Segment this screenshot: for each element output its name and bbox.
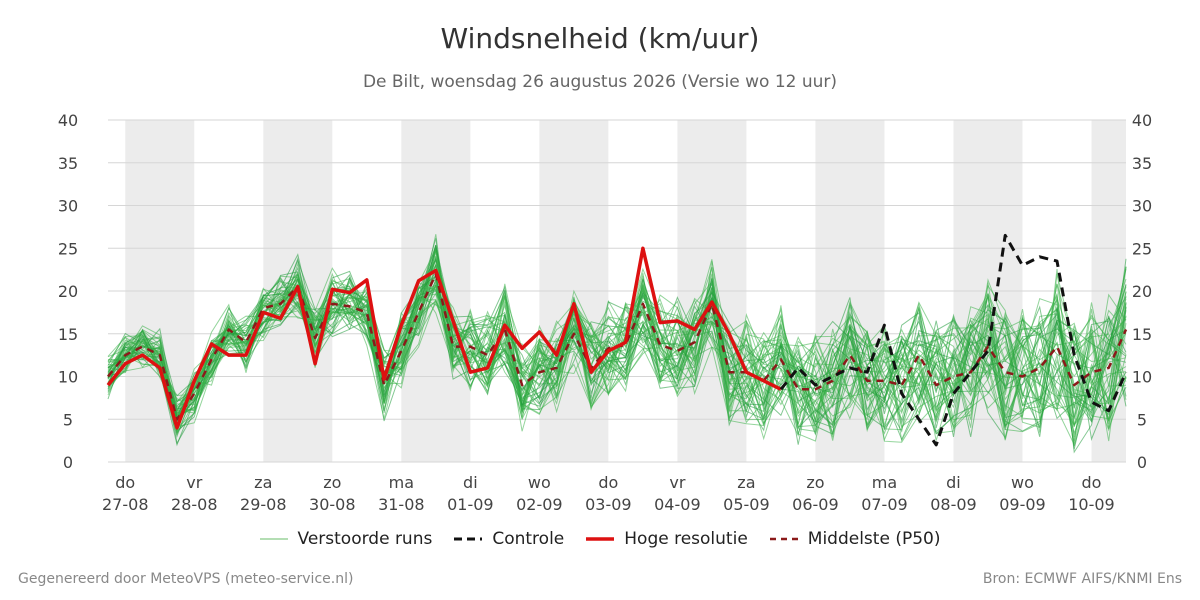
legend-item-perturbed-runs: Verstoorde runs <box>259 529 433 549</box>
legend-label-perturbed-runs: Verstoorde runs <box>297 529 433 549</box>
x-tick-day-09-09: wo <box>1011 473 1034 492</box>
x-tick-day-05-09: za <box>737 473 755 492</box>
x-tick-day-28-08: vr <box>186 473 202 492</box>
y-tick-label-left: 10 <box>58 368 78 387</box>
y-tick-label-left: 15 <box>58 325 78 344</box>
y-tick-label-left: 25 <box>58 239 78 258</box>
perturbed-run-line <box>107 281 1127 440</box>
x-tick-date-02-09: 02-09 <box>516 495 563 514</box>
y-tick-label-left: 35 <box>58 154 78 173</box>
perturbed-run-line <box>107 282 1127 436</box>
chart-subtitle: De Bilt, woensdag 26 augustus 2026 (Vers… <box>362 72 838 92</box>
x-tick-day-04-09: vr <box>669 473 685 492</box>
x-tick-date-08-09: 08-09 <box>930 495 977 514</box>
legend-swatch-perturbed-runs <box>259 538 288 540</box>
x-tick-date-01-09: 01-09 <box>447 495 494 514</box>
chart-title: Windsnelheid (km/uur) <box>440 22 760 55</box>
legend-label-high-resolution: Hoge resolutie <box>624 529 748 549</box>
y-tick-label-right: 0 <box>1137 453 1147 472</box>
legend-swatch-median <box>769 537 798 541</box>
y-tick-label-left: 30 <box>58 197 78 216</box>
perturbed-run-line <box>107 275 1127 434</box>
x-tick-date-07-09: 07-09 <box>861 495 908 514</box>
y-tick-label-left: 0 <box>63 453 73 472</box>
x-tick-day-07-09: ma <box>872 473 897 492</box>
footer-source: Bron: ECMWF AIFS/KNMI Ens <box>982 571 1182 587</box>
y-tick-label-right: 35 <box>1132 154 1152 173</box>
x-tick-date-10-09: 10-09 <box>1068 495 1115 514</box>
perturbed-run-line <box>107 283 1127 427</box>
x-tick-date-04-09: 04-09 <box>654 495 701 514</box>
footer-generator: Gegenereerd door MeteoVPS (meteo-service… <box>18 571 354 587</box>
y-tick-label-left: 5 <box>63 410 73 429</box>
legend-swatch-high-resolution <box>586 537 615 541</box>
x-tick-day-10-09: do <box>1082 473 1102 492</box>
perturbed-run-line <box>107 262 1127 419</box>
y-tick-label-right: 40 <box>1132 111 1152 130</box>
y-tick-label-right: 10 <box>1132 368 1152 387</box>
legend-label-control: Controle <box>492 529 565 549</box>
x-tick-date-29-08: 29-08 <box>240 495 287 514</box>
x-tick-day-06-09: zo <box>806 473 824 492</box>
y-tick-label-left: 20 <box>58 282 78 301</box>
wind-speed-chart: 0 0 5 5 10 10 15 15 20 20 25 25 30 30 35 35 40 40 do 27-08 v… <box>58 111 1152 514</box>
perturbed-run-line <box>107 263 1127 433</box>
x-tick-date-06-09: 06-09 <box>792 495 839 514</box>
legend-item-median: Middelste (P50) <box>769 529 941 549</box>
y-tick-label-right: 5 <box>1137 410 1147 429</box>
y-tick-label-right: 15 <box>1132 325 1152 344</box>
x-tick-date-05-09: 05-09 <box>723 495 770 514</box>
perturbed-run-line <box>107 273 1127 429</box>
y-tick-label-right: 25 <box>1132 239 1152 258</box>
y-tick-label-right: 30 <box>1132 197 1152 216</box>
legend-item-high-resolution: Hoge resolutie <box>586 529 748 549</box>
x-tick-date-31-08: 31-08 <box>378 495 425 514</box>
x-tick-day-30-08: zo <box>323 473 341 492</box>
series-line-hoge-resolutie <box>106 246 782 430</box>
x-tick-day-27-08: do <box>115 473 135 492</box>
x-tick-day-03-09: do <box>598 473 618 492</box>
y-tick-label-right: 20 <box>1132 282 1152 301</box>
x-tick-day-01-09: di <box>463 473 478 492</box>
perturbed-run-line <box>107 280 1127 450</box>
x-tick-date-30-08: 30-08 <box>309 495 356 514</box>
x-tick-day-08-09: di <box>946 473 961 492</box>
x-tick-date-03-09: 03-09 <box>585 495 632 514</box>
chart-legend: Verstoorde runs Controle Hoge resolutie … <box>0 529 1200 549</box>
series-line-controle <box>779 233 1128 447</box>
y-tick-label-left: 40 <box>58 111 78 130</box>
perturbed-run-line <box>107 275 1127 437</box>
perturbed-run-line <box>107 272 1127 429</box>
legend-label-median: Middelste (P50) <box>807 529 941 549</box>
x-tick-day-29-08: za <box>254 473 272 492</box>
perturbed-run-line <box>107 271 1127 441</box>
x-tick-date-09-09: 09-09 <box>999 495 1046 514</box>
legend-item-control: Controle <box>454 529 564 549</box>
legend-swatch-control <box>454 537 483 541</box>
x-tick-day-31-08: ma <box>389 473 414 492</box>
x-tick-day-02-09: wo <box>528 473 551 492</box>
x-tick-date-27-08: 27-08 <box>102 495 149 514</box>
x-tick-date-28-08: 28-08 <box>171 495 218 514</box>
